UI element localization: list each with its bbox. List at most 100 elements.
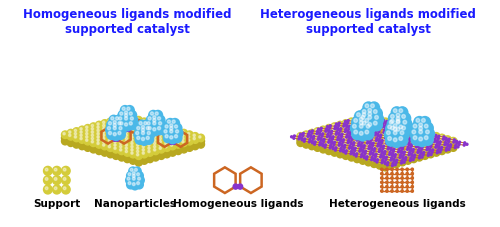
Circle shape	[127, 129, 130, 132]
Circle shape	[342, 149, 349, 157]
Circle shape	[366, 135, 368, 137]
Circle shape	[378, 144, 380, 147]
Circle shape	[419, 116, 431, 129]
Circle shape	[355, 128, 358, 131]
Circle shape	[376, 139, 384, 147]
Circle shape	[428, 141, 430, 143]
Circle shape	[399, 126, 402, 129]
Circle shape	[64, 178, 66, 180]
Circle shape	[325, 141, 332, 148]
Circle shape	[404, 162, 405, 163]
Circle shape	[131, 117, 133, 119]
Circle shape	[348, 120, 349, 122]
Circle shape	[334, 142, 336, 144]
Circle shape	[158, 152, 165, 160]
Circle shape	[382, 125, 389, 132]
Circle shape	[108, 143, 110, 145]
Circle shape	[91, 141, 94, 143]
Circle shape	[370, 125, 378, 132]
Circle shape	[404, 151, 406, 153]
Circle shape	[451, 139, 454, 142]
Circle shape	[113, 115, 124, 126]
Circle shape	[392, 155, 394, 157]
Circle shape	[400, 125, 402, 127]
Circle shape	[112, 133, 119, 141]
Circle shape	[136, 173, 140, 176]
Circle shape	[107, 125, 114, 132]
Circle shape	[365, 159, 372, 166]
Circle shape	[365, 117, 372, 124]
Circle shape	[392, 151, 394, 153]
Circle shape	[343, 126, 344, 128]
Circle shape	[365, 119, 368, 123]
Circle shape	[334, 149, 336, 151]
Circle shape	[440, 149, 442, 151]
Circle shape	[396, 123, 408, 136]
Circle shape	[111, 131, 122, 142]
Circle shape	[419, 155, 421, 157]
Circle shape	[436, 144, 438, 146]
Circle shape	[412, 141, 414, 143]
Circle shape	[118, 151, 126, 158]
Circle shape	[114, 131, 116, 134]
Circle shape	[142, 126, 144, 129]
Circle shape	[382, 157, 384, 159]
Circle shape	[372, 157, 373, 159]
Circle shape	[44, 176, 52, 185]
Circle shape	[410, 152, 418, 160]
Circle shape	[370, 151, 378, 158]
Circle shape	[384, 153, 386, 155]
Circle shape	[340, 148, 342, 150]
Circle shape	[128, 182, 131, 185]
Circle shape	[344, 131, 346, 133]
Circle shape	[382, 131, 389, 139]
Circle shape	[125, 175, 134, 185]
Circle shape	[54, 178, 57, 180]
Circle shape	[417, 142, 419, 143]
Circle shape	[356, 129, 358, 131]
Circle shape	[386, 123, 388, 125]
Circle shape	[388, 112, 400, 125]
Circle shape	[338, 143, 340, 145]
Circle shape	[368, 128, 370, 130]
Circle shape	[354, 118, 356, 120]
Circle shape	[326, 130, 329, 132]
Circle shape	[112, 139, 119, 147]
Circle shape	[370, 128, 378, 136]
Circle shape	[386, 177, 388, 179]
Circle shape	[400, 155, 402, 157]
Circle shape	[320, 140, 322, 142]
Circle shape	[398, 140, 400, 141]
Circle shape	[341, 134, 343, 136]
Circle shape	[344, 147, 345, 149]
Circle shape	[97, 143, 99, 145]
Circle shape	[145, 130, 156, 141]
Circle shape	[366, 128, 368, 131]
Circle shape	[152, 138, 160, 145]
Circle shape	[406, 190, 408, 192]
Circle shape	[388, 162, 394, 169]
Circle shape	[408, 154, 410, 156]
Circle shape	[130, 141, 136, 148]
Circle shape	[390, 137, 392, 139]
Circle shape	[130, 157, 136, 165]
Circle shape	[316, 136, 318, 138]
Circle shape	[148, 128, 150, 131]
Circle shape	[382, 154, 389, 161]
Circle shape	[368, 112, 372, 116]
Circle shape	[372, 149, 374, 151]
Circle shape	[180, 143, 188, 150]
Circle shape	[443, 136, 445, 138]
Circle shape	[102, 122, 105, 124]
Circle shape	[156, 120, 166, 131]
Circle shape	[146, 125, 156, 136]
Circle shape	[414, 129, 416, 131]
Circle shape	[114, 135, 116, 137]
Circle shape	[321, 141, 324, 143]
Circle shape	[356, 129, 369, 142]
Circle shape	[310, 131, 312, 134]
Circle shape	[394, 143, 397, 145]
Circle shape	[394, 125, 406, 138]
Circle shape	[344, 145, 346, 147]
Circle shape	[399, 136, 406, 144]
